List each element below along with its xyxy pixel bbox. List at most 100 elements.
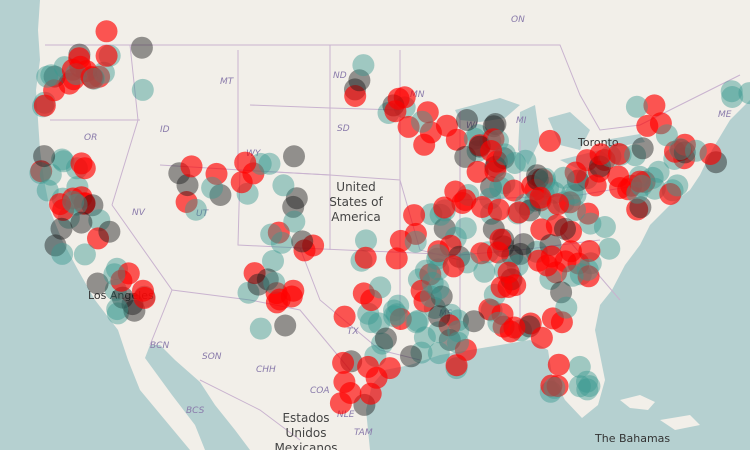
map-marker[interactable] [205, 162, 228, 185]
map-marker[interactable] [98, 220, 121, 243]
map-marker[interactable] [480, 140, 503, 162]
map-marker[interactable] [354, 246, 377, 269]
map-marker[interactable] [547, 193, 569, 216]
map-marker[interactable] [247, 273, 270, 296]
map-marker[interactable] [352, 54, 375, 77]
map-marker[interactable] [237, 281, 260, 304]
map-marker[interactable] [302, 234, 325, 257]
map-marker[interactable] [29, 162, 52, 184]
map-marker[interactable] [348, 69, 371, 92]
map-marker[interactable] [447, 320, 470, 343]
map-marker[interactable] [365, 366, 388, 389]
map-marker[interactable] [87, 227, 109, 250]
map-marker[interactable] [70, 211, 93, 234]
map-marker[interactable] [263, 271, 286, 294]
map-marker[interactable] [578, 375, 601, 398]
map-marker[interactable] [624, 144, 647, 167]
map-marker[interactable] [526, 168, 549, 191]
map-marker[interactable] [184, 198, 207, 221]
map-marker[interactable] [385, 247, 408, 270]
map-marker[interactable] [103, 263, 126, 286]
map-marker[interactable] [52, 150, 75, 173]
map-marker[interactable] [258, 152, 281, 175]
map-marker[interactable] [410, 341, 433, 364]
map-marker[interactable] [413, 326, 436, 349]
map-marker[interactable] [447, 331, 469, 354]
map-marker[interactable] [427, 244, 450, 267]
map-marker[interactable] [50, 217, 73, 240]
map-marker[interactable] [243, 262, 266, 285]
map-marker[interactable] [371, 332, 394, 355]
map-marker[interactable] [503, 316, 526, 339]
map-marker[interactable] [631, 137, 654, 160]
map-marker[interactable] [427, 240, 450, 263]
map-marker[interactable] [576, 258, 599, 281]
map-marker[interactable] [538, 129, 561, 152]
map-marker[interactable] [39, 163, 62, 186]
map-marker[interactable] [456, 109, 478, 131]
map-marker[interactable] [427, 342, 450, 365]
map-marker[interactable] [106, 302, 129, 325]
map-marker[interactable] [387, 87, 410, 110]
map-marker[interactable] [427, 321, 450, 344]
map-marker[interactable] [608, 143, 630, 165]
map-marker[interactable] [484, 160, 507, 183]
map-marker[interactable] [36, 65, 59, 88]
map-marker[interactable] [543, 376, 566, 399]
map-marker[interactable] [564, 161, 587, 184]
map-marker[interactable] [502, 179, 525, 202]
map-marker[interactable] [514, 149, 537, 172]
map-marker[interactable] [564, 184, 587, 206]
map-marker[interactable] [643, 94, 666, 117]
map-marker[interactable] [487, 241, 509, 264]
map-marker[interactable] [272, 174, 295, 197]
map-marker[interactable] [359, 311, 382, 334]
map-marker[interactable] [438, 314, 461, 337]
map-marker[interactable] [403, 204, 426, 227]
map-marker[interactable] [65, 193, 88, 216]
map-marker[interactable] [503, 152, 526, 174]
map-marker[interactable] [445, 128, 468, 151]
map-marker[interactable] [578, 240, 601, 262]
map-marker[interactable] [389, 229, 412, 252]
marker-layer[interactable] [29, 20, 750, 416]
map-marker[interactable] [576, 370, 598, 393]
map-marker[interactable] [466, 160, 489, 183]
map-marker[interactable] [400, 345, 422, 368]
map-marker[interactable] [529, 186, 552, 209]
map-marker[interactable] [699, 143, 722, 165]
map-marker[interactable] [534, 167, 556, 190]
map-marker[interactable] [95, 20, 118, 43]
map-marker[interactable] [738, 82, 750, 105]
map-marker[interactable] [598, 237, 621, 260]
map-marker[interactable] [721, 86, 744, 108]
map-marker[interactable] [51, 242, 74, 265]
map-marker[interactable] [509, 242, 532, 265]
map-marker[interactable] [404, 230, 427, 253]
map-marker[interactable] [593, 216, 616, 238]
map-marker[interactable] [201, 176, 224, 199]
map-marker[interactable] [577, 202, 600, 225]
map-marker[interactable] [454, 217, 477, 240]
map-marker[interactable] [473, 260, 496, 283]
map-marker[interactable] [405, 311, 428, 334]
map-marker[interactable] [684, 139, 707, 162]
map-marker[interactable] [62, 190, 85, 213]
map-marker[interactable] [547, 353, 570, 376]
map-marker[interactable] [508, 201, 530, 224]
map-marker[interactable] [536, 254, 559, 277]
map-marker[interactable] [389, 308, 412, 330]
map-marker[interactable] [80, 66, 103, 88]
map-marker[interactable] [344, 85, 367, 107]
map-marker[interactable] [560, 220, 582, 243]
map-marker[interactable] [368, 312, 390, 335]
map-marker[interactable] [260, 223, 283, 246]
map-marker[interactable] [234, 151, 257, 174]
map-marker[interactable] [282, 195, 305, 218]
map-marker[interactable] [470, 242, 493, 265]
map-marker[interactable] [421, 271, 444, 294]
map-marker[interactable] [40, 64, 63, 87]
map-marker[interactable] [44, 234, 67, 257]
map-marker[interactable] [673, 133, 696, 156]
